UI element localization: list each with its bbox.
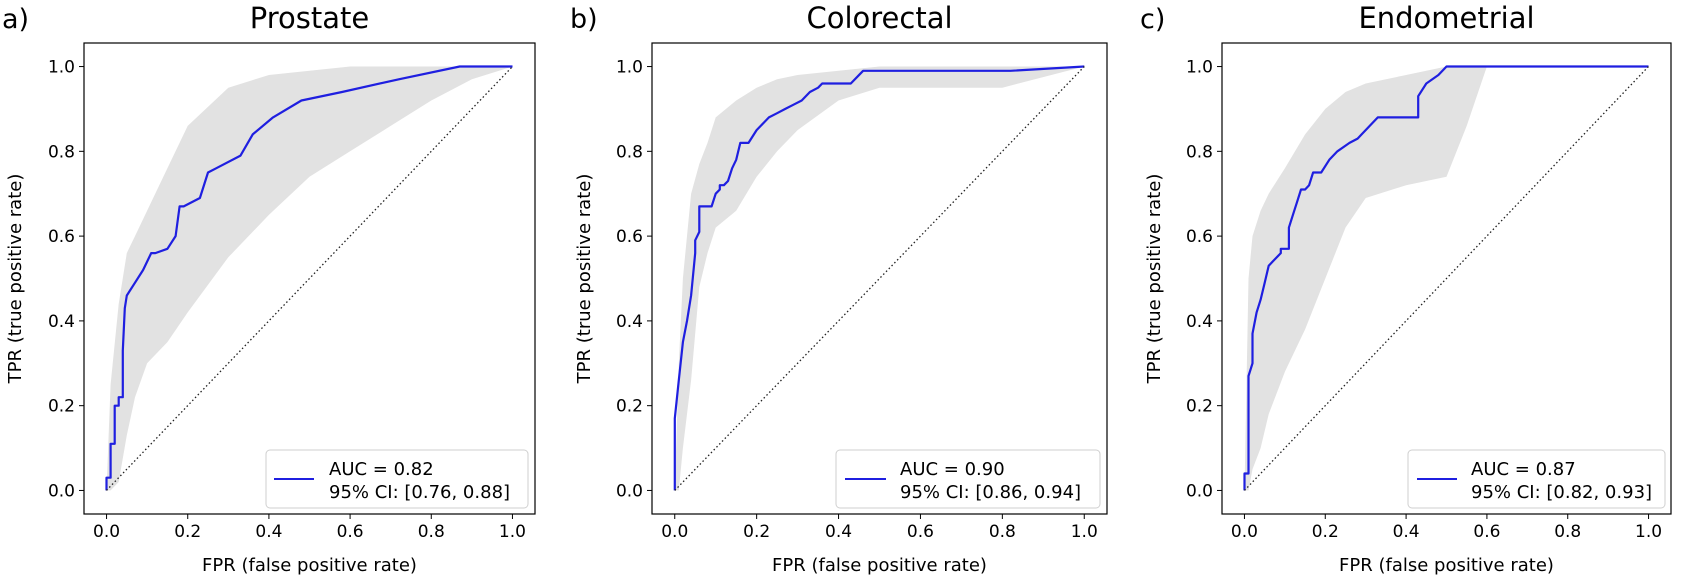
plot-area: 0.0 0.0 0.2 0.2 0.4 0.4 0.6 0.6 0.8 0.8 1.0 1.0 [1186, 42, 1672, 542]
y-tick-label: 0.8 [616, 142, 643, 162]
x-tick-label: 0.4 [1393, 522, 1420, 542]
y-tick-label: 0.2 [1186, 397, 1213, 417]
x-axis-label: FPR (false positive rate) [1339, 555, 1554, 576]
x-tick-label: 0.2 [1312, 522, 1339, 542]
x-tick-label: 0.4 [255, 522, 282, 542]
x-tick-label: 0.0 [93, 522, 120, 542]
y-axis-label: TPR (true positive rate) [5, 174, 26, 385]
y-tick-label: 1.0 [1186, 58, 1213, 78]
y-tick-label: 0.6 [48, 227, 75, 247]
legend-box [265, 449, 529, 509]
legend: AUC = 0.90 95% CI: [0.86, 0.94] [835, 449, 1101, 509]
roc-curve [673, 65, 1085, 491]
y-tick-label: 0.4 [48, 312, 75, 332]
x-tick-label: 0.6 [337, 522, 364, 542]
x-tick-label: 1.0 [1071, 522, 1098, 542]
x-tick-label: 0.2 [174, 522, 201, 542]
x-tick-label: 0.8 [1554, 522, 1581, 542]
x-tick-label: 0.8 [418, 522, 445, 542]
y-tick-label: 1.0 [616, 58, 643, 78]
y-tick-label: 0.8 [1186, 142, 1213, 162]
chart-title: Endometrial [1358, 1, 1534, 35]
panel-letter: c) [1140, 4, 1165, 35]
x-tick-label: 1.0 [499, 522, 526, 542]
roc-curve [105, 65, 513, 491]
plot-frame [83, 42, 536, 515]
x-tick-label: 0.6 [907, 522, 934, 542]
ci-band [1244, 66, 1649, 491]
x-axis-label: FPR (false positive rate) [772, 555, 987, 576]
plot-area: 0.0 0.0 0.2 0.2 0.4 0.4 0.6 0.6 0.8 0.8 1.0 1.0 [48, 42, 536, 542]
chance-diagonal-line [1244, 66, 1649, 491]
y-axis-label: TPR (true positive rate) [1144, 174, 1165, 385]
y-tick-label: 0.6 [616, 227, 643, 247]
y-tick-label: 0.2 [616, 397, 643, 417]
x-tick-label: 1.0 [1635, 522, 1662, 542]
y-tick-label: 0.2 [48, 397, 75, 417]
legend-auc-text: AUC = 0.82 [329, 459, 434, 480]
y-tick-label: 0.4 [616, 312, 643, 332]
x-tick-label: 0.0 [661, 522, 688, 542]
chart-title: Colorectal [806, 1, 952, 35]
legend-ci-text: 95% CI: [0.86, 0.94] [900, 482, 1081, 503]
legend-ci-text: 95% CI: [0.82, 0.93] [1471, 482, 1652, 503]
x-tick-label: 0.8 [989, 522, 1016, 542]
plot-frame [1221, 42, 1672, 515]
x-tick-label: 0.2 [743, 522, 770, 542]
x-tick-label: 0.4 [825, 522, 852, 542]
panel-endometrial: c) Endometrial 0.00.00.20.20.40.40.60.60… [1140, 1, 1672, 576]
y-tick-label: 0.0 [616, 481, 643, 501]
chance-diagonal-line [106, 66, 513, 491]
x-tick-label: 0.0 [1231, 522, 1258, 542]
y-tick-label: 1.0 [48, 58, 75, 78]
panel-letter: b) [570, 4, 598, 35]
y-tick-label: 0.4 [1186, 312, 1213, 332]
panel-colorectal: b) Colorectal 0.00.00.20.20.40.40.60.60.… [570, 1, 1108, 576]
legend-ci-text: 95% CI: [0.76, 0.88] [329, 482, 510, 503]
x-axis-label: FPR (false positive rate) [202, 555, 417, 576]
x-tick-label: 0.6 [1473, 522, 1500, 542]
y-axis-label: TPR (true positive rate) [574, 174, 595, 385]
panel-letter: a) [2, 4, 29, 35]
y-tick-label: 0.0 [1186, 481, 1213, 501]
y-tick-label: 0.8 [48, 142, 75, 162]
legend-box [1407, 449, 1666, 509]
chart-title: Prostate [250, 1, 369, 35]
legend: AUC = 0.87 95% CI: [0.82, 0.93] [1407, 449, 1666, 509]
legend-box [835, 449, 1101, 509]
roc-curve [1243, 65, 1649, 491]
panel-prostate: a) Prostate 0.00.00.20.20.40.40.60.60.80… [2, 1, 536, 576]
legend-auc-text: AUC = 0.90 [900, 459, 1005, 480]
y-tick-label: 0.0 [48, 481, 75, 501]
plot-frame [651, 42, 1108, 515]
y-tick-label: 0.6 [1186, 227, 1213, 247]
legend: AUC = 0.82 95% CI: [0.76, 0.88] [265, 449, 529, 509]
plot-area: 0.0 0.0 0.2 0.2 0.4 0.4 0.6 0.6 0.8 0.8 1.0 1.0 [616, 42, 1108, 542]
legend-auc-text: AUC = 0.87 [1471, 459, 1576, 480]
